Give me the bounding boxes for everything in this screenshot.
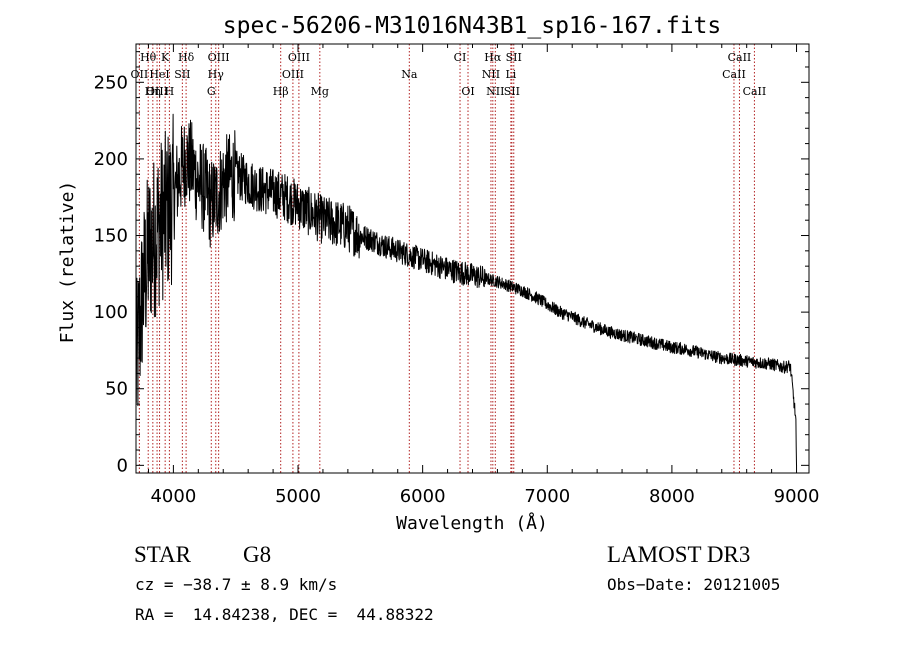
line-label: Mg — [311, 85, 329, 98]
x-tick-label: 7000 — [524, 486, 570, 507]
line-label: SII — [504, 85, 520, 98]
line-label: OIII — [146, 85, 168, 98]
line-label: OIII — [282, 68, 304, 81]
line-label: NII — [486, 85, 504, 98]
line-label: CaII — [722, 68, 746, 81]
line-label: Hγ — [208, 68, 225, 81]
x-tick-label: 9000 — [774, 486, 820, 507]
emission-line-labels: Hθ K Hδ OIII OIII CI Hα SII CaII OII HeI SII Hγ OIII N… — [131, 51, 767, 98]
x-axis-ticks: 4000 5000 6000 7000 8000 9000 — [147, 44, 820, 507]
x-tick-label: 4000 — [150, 486, 196, 507]
y-tick-label: 50 — [105, 379, 128, 400]
line-label: G — [207, 85, 216, 98]
x-tick-label: 8000 — [649, 486, 695, 507]
line-label: OIII — [208, 51, 230, 64]
line-label: OIII — [288, 51, 310, 64]
line-label: K — [161, 51, 170, 64]
line-label: OII — [131, 68, 149, 81]
y-tick-label: 100 — [94, 302, 128, 323]
object-subclass: G8 — [243, 542, 272, 567]
x-tick-label: 6000 — [400, 486, 446, 507]
chart-title: spec-56206-M31016N43B1_sp16-167.fits — [223, 13, 722, 39]
line-label: CaII — [728, 51, 752, 64]
line-label: Hη — [145, 85, 161, 98]
observation-date: Obs−Date: 20121005 — [607, 575, 781, 594]
line-label: NII — [482, 68, 500, 81]
line-label: OI — [461, 85, 474, 98]
y-tick-label: 150 — [94, 226, 128, 247]
line-label: Hδ — [178, 51, 195, 64]
line-label: Na — [401, 68, 418, 81]
y-tick-label: 0 — [117, 455, 128, 476]
coordinates: RA = 14.84238, DEC = 44.88322 — [135, 605, 434, 624]
line-label: H — [165, 85, 175, 98]
line-label: SII — [506, 51, 522, 64]
line-label: Li — [505, 68, 516, 81]
line-label: SII — [174, 68, 190, 81]
spectrum-line — [135, 113, 797, 466]
survey-name: LAMOST DR3 — [607, 542, 751, 567]
x-axis-label: Wavelength (Å) — [396, 512, 548, 534]
redshift-velocity: cz = −38.7 ± 8.9 km/s — [135, 575, 338, 594]
line-label: HeI — [149, 68, 169, 81]
y-axis-label: Flux (relative) — [57, 181, 78, 344]
line-label: Hβ — [273, 85, 289, 98]
x-tick-label: 5000 — [275, 486, 321, 507]
object-class: STAR — [134, 542, 191, 567]
line-label: CaII — [743, 85, 767, 98]
y-tick-label: 200 — [94, 149, 128, 170]
line-label: Hθ — [140, 51, 157, 64]
y-tick-label: 250 — [94, 72, 128, 93]
line-label: CI — [454, 51, 467, 64]
plot-frame — [135, 43, 810, 474]
y-axis-ticks: 0 50 100 150 200 250 — [94, 51, 809, 476]
line-label: Hα — [484, 51, 502, 64]
